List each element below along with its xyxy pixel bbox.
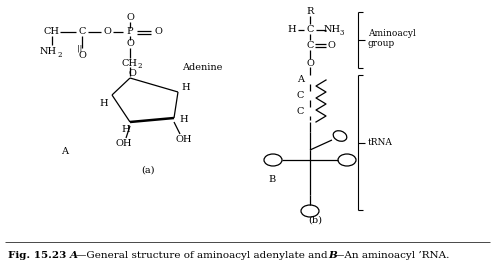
Text: H: H: [99, 98, 108, 108]
Text: 3: 3: [340, 29, 345, 37]
Text: C: C: [78, 27, 86, 37]
Text: OH: OH: [116, 140, 132, 148]
Text: O: O: [126, 13, 134, 23]
Text: Fig. 15.23: Fig. 15.23: [8, 250, 70, 260]
Text: ||: ||: [77, 44, 83, 52]
Text: O: O: [78, 51, 86, 61]
Text: 2: 2: [137, 62, 142, 70]
Text: O: O: [103, 27, 111, 37]
Text: Adenine: Adenine: [182, 62, 222, 72]
Text: group: group: [368, 40, 395, 48]
Text: (b): (b): [308, 215, 322, 225]
Text: A: A: [70, 250, 78, 260]
Text: CH: CH: [121, 58, 137, 68]
Text: H: H: [122, 126, 130, 134]
Text: H: H: [288, 26, 297, 34]
Text: NH: NH: [323, 26, 341, 34]
Text: NH: NH: [40, 48, 56, 56]
Text: tRNA: tRNA: [368, 138, 393, 147]
Text: 2: 2: [57, 51, 61, 59]
Text: C: C: [306, 26, 314, 34]
Text: —General structure of aminoacyl adenylate and: —General structure of aminoacyl adenylat…: [76, 250, 331, 260]
Text: —An aminoacyl ’RNA.: —An aminoacyl ’RNA.: [334, 250, 449, 260]
Text: O: O: [306, 58, 314, 68]
Text: B: B: [328, 250, 337, 260]
Text: Aminoacyl: Aminoacyl: [368, 29, 416, 37]
Text: (a): (a): [141, 165, 155, 175]
Text: B: B: [268, 175, 276, 185]
Text: A: A: [61, 147, 68, 157]
Text: CH: CH: [44, 27, 60, 37]
Text: O: O: [126, 40, 134, 48]
Text: A: A: [297, 76, 304, 84]
Text: OH: OH: [176, 136, 192, 144]
Text: P: P: [127, 27, 133, 37]
Text: C: C: [297, 91, 304, 101]
Text: C: C: [297, 108, 304, 116]
Text: O: O: [128, 69, 136, 79]
Text: O: O: [154, 27, 162, 37]
Text: O: O: [327, 41, 335, 51]
Text: R: R: [306, 8, 314, 16]
Text: H: H: [180, 115, 188, 125]
Text: H: H: [182, 83, 190, 91]
Text: C: C: [306, 41, 314, 51]
